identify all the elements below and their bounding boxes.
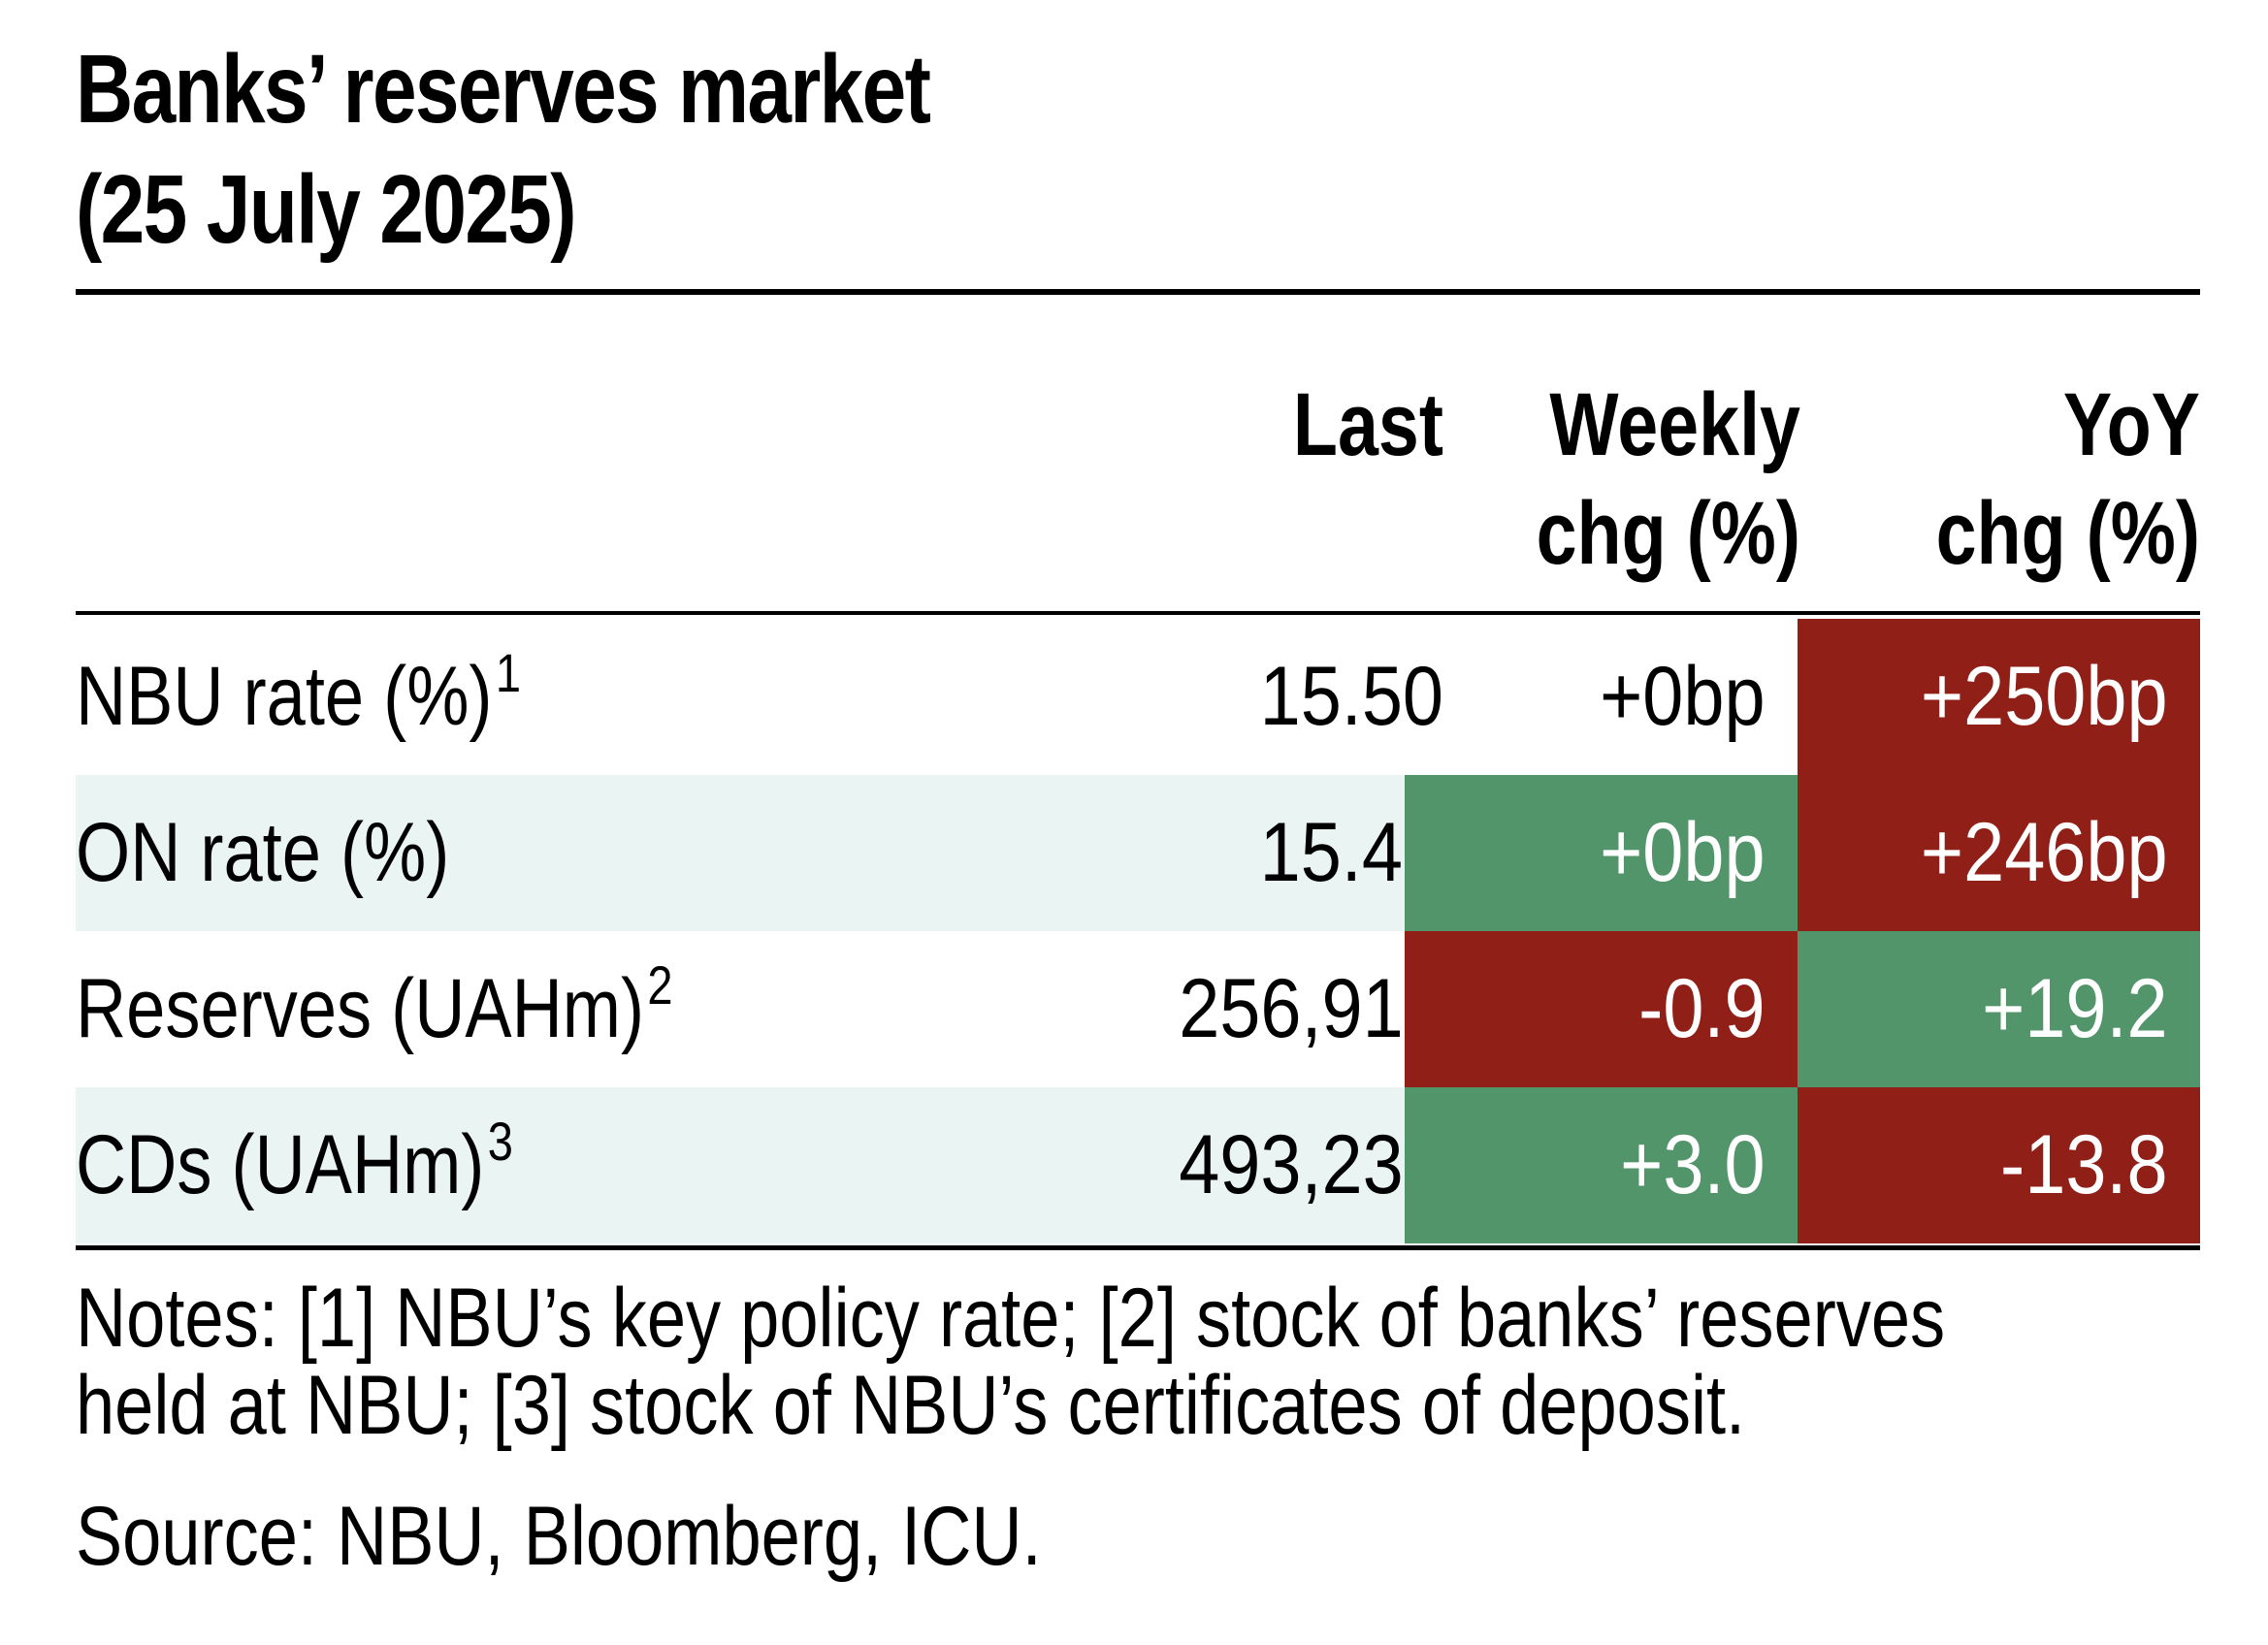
cell-weekly: +3.0 (1405, 1087, 1798, 1243)
table-figure: Banks’ reserves market (25 July 2025) La… (76, 29, 2200, 1583)
row-label-text: Reserves (UAHm) (76, 962, 645, 1055)
notes: Notes: [1] NBU’s key policy rate; [2] st… (76, 1272, 1946, 1452)
header-weekly: Weekly chg (%) (1484, 371, 1800, 588)
cell-yoy-value: +246bp (1920, 806, 2168, 899)
cell-last: 493,230 (1143, 1087, 1444, 1243)
header-yoy-line2: chg (%) (1935, 484, 2200, 583)
table-header: Last Weekly chg (%) YoY chg (%) (76, 371, 2200, 607)
footnote-marker: 1 (495, 642, 522, 703)
header-weekly-line1: Weekly (1549, 375, 1800, 474)
row-label: Reserves (UAHm)2 (76, 931, 1337, 1087)
row-label-text: CDs (UAHm) (76, 1118, 485, 1211)
footnote-marker: 2 (647, 954, 673, 1016)
row-label: CDs (UAHm)3 (76, 1087, 1337, 1243)
cell-last-value: 256,914 (1179, 962, 1444, 1055)
title-rule (76, 289, 2200, 295)
bottom-rule (76, 1245, 2200, 1250)
table-row: NBU rate (%)1 15.50 +0bp +250bp (76, 619, 2200, 775)
cell-weekly-value: +3.0 (1620, 1118, 1766, 1211)
cell-weekly: +0bp (1405, 775, 1798, 931)
cell-weekly-value: -0.9 (1638, 962, 1766, 1055)
table-row: Reserves (UAHm)2 256,914 -0.9 +19.2 (76, 931, 2200, 1087)
cell-last: 256,914 (1143, 931, 1444, 1087)
header-yoy: YoY chg (%) (1882, 371, 2200, 588)
row-label-text: ON rate (%) (76, 806, 450, 899)
table-row: CDs (UAHm)3 493,230 +3.0 -13.8 (76, 1087, 2200, 1243)
cell-yoy: +19.2 (1798, 931, 2200, 1087)
title-line-2: (25 July 2025) (76, 155, 577, 264)
header-yoy-line1: YoY (2062, 375, 2200, 474)
row-label: NBU rate (%)1 (76, 619, 1337, 775)
header-rule (76, 611, 2200, 615)
header-last: Last (1197, 371, 1443, 479)
footnote-marker: 3 (487, 1111, 513, 1172)
row-label-text: NBU rate (%) (76, 650, 493, 743)
cell-weekly-value: +0bp (1600, 650, 1766, 743)
title-line-1: Banks’ reserves market (76, 35, 931, 144)
header-weekly-line2: chg (%) (1536, 484, 1800, 583)
cell-yoy: +246bp (1798, 775, 2200, 931)
notes-line-1: Notes: [1] NBU’s key policy rate; [2] st… (76, 1272, 1946, 1365)
cell-last-value: 15.50 (1259, 650, 1443, 743)
cell-weekly-value: +0bp (1600, 806, 1766, 899)
table-body: NBU rate (%)1 15.50 +0bp +250bp ON rate … (76, 619, 2200, 1243)
source-note: Source: NBU, Bloomberg, ICU. (76, 1490, 1042, 1583)
cell-last: 15.46 (1143, 775, 1443, 931)
cell-yoy: +250bp (1798, 619, 2200, 775)
cell-yoy-value: -13.8 (2000, 1118, 2168, 1211)
table-row: ON rate (%) 15.46 +0bp +246bp (76, 775, 2200, 931)
row-label: ON rate (%) (76, 775, 1337, 931)
cell-yoy-value: +250bp (1920, 650, 2168, 743)
cell-yoy: -13.8 (1798, 1087, 2200, 1243)
cell-yoy-value: +19.2 (1982, 962, 2168, 1055)
cell-weekly: -0.9 (1405, 931, 1798, 1087)
cell-weekly: +0bp (1405, 619, 1798, 775)
notes-line-2: held at NBU; [3] stock of NBU’s certific… (76, 1359, 1746, 1452)
cell-last: 15.50 (1143, 619, 1443, 775)
cell-last-value: 493,230 (1179, 1118, 1444, 1211)
page-title: Banks’ reserves market (25 July 2025) (76, 29, 1818, 270)
header-last-label: Last (1292, 375, 1443, 474)
